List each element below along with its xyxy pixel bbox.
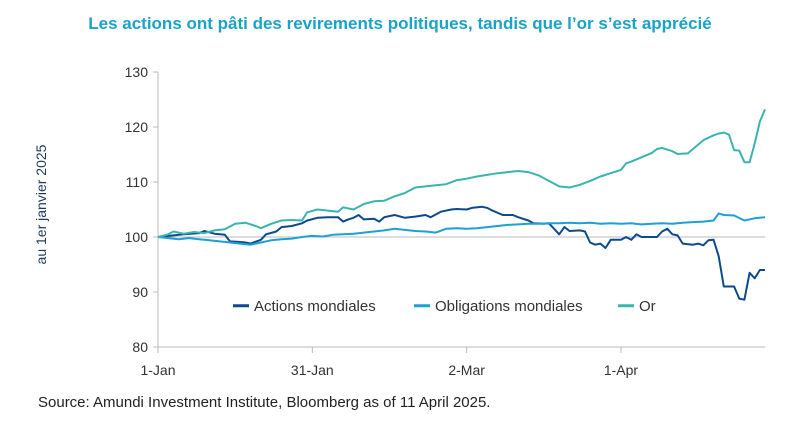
series-group <box>157 109 766 301</box>
y-axis-label: au 1er janvier 2025 <box>33 144 49 264</box>
x-tick-label: 1-Apr <box>604 362 639 378</box>
series-line-2 <box>157 212 766 246</box>
series-line-3 <box>157 109 766 238</box>
line-chart: 80 90 100 110 120 130 1-Jan 31-Jan 2-Mar 1-Apr A… <box>33 64 766 378</box>
legend: Actions mondiales Obligations mondiales Or <box>233 298 656 315</box>
legend-label: Obligations mondiales <box>435 298 583 315</box>
x-tick-label: 1-Jan <box>140 362 175 378</box>
x-tick-label: 31-Jan <box>291 362 334 378</box>
legend-label: Or <box>639 298 656 315</box>
series-line-1 <box>157 205 765 301</box>
y-tick-label: 110 <box>126 174 149 190</box>
x-axis: 1-Jan 31-Jan 2-Mar 1-Apr <box>140 236 765 378</box>
x-tick-label: 2-Mar <box>448 362 485 378</box>
y-tick-label: 100 <box>125 229 149 245</box>
y-tick-label: 90 <box>132 284 148 300</box>
y-axis: 80 90 100 110 120 130 <box>125 64 159 355</box>
y-tick-label: 130 <box>125 64 149 80</box>
y-tick-label: 120 <box>125 119 149 135</box>
y-tick-label: 80 <box>132 339 148 355</box>
chart-title: Les actions ont pâti des revirements pol… <box>88 14 712 33</box>
source-note: Source: Amundi Investment Institute, Blo… <box>38 394 491 411</box>
legend-label: Actions mondiales <box>254 298 376 315</box>
